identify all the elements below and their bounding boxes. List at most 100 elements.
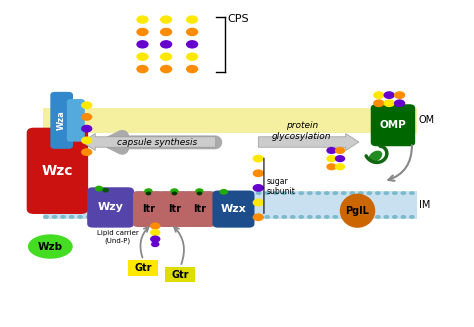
Circle shape (69, 191, 74, 195)
Circle shape (43, 191, 49, 195)
Circle shape (171, 215, 176, 219)
Circle shape (219, 189, 228, 195)
Circle shape (146, 191, 151, 195)
Circle shape (247, 215, 253, 219)
Circle shape (324, 191, 329, 195)
Circle shape (341, 215, 346, 219)
FancyArrowPatch shape (140, 227, 148, 258)
Circle shape (394, 91, 405, 99)
Circle shape (94, 191, 100, 195)
Circle shape (186, 28, 198, 36)
Circle shape (154, 191, 159, 195)
Circle shape (273, 215, 279, 219)
Circle shape (282, 215, 287, 219)
Text: CPS: CPS (228, 14, 249, 24)
Circle shape (332, 191, 338, 195)
Circle shape (172, 192, 177, 196)
Circle shape (326, 147, 337, 154)
Circle shape (69, 215, 74, 219)
Circle shape (383, 191, 389, 195)
Circle shape (111, 191, 117, 195)
Circle shape (128, 215, 134, 219)
Circle shape (137, 191, 143, 195)
Circle shape (128, 191, 134, 195)
Circle shape (290, 215, 296, 219)
Circle shape (162, 215, 168, 219)
Circle shape (316, 215, 321, 219)
Text: sugar
subunit: sugar subunit (266, 177, 295, 196)
Circle shape (150, 222, 160, 230)
Circle shape (253, 213, 264, 221)
Circle shape (230, 191, 236, 195)
Bar (43, 108, 417, 132)
Circle shape (86, 215, 91, 219)
Text: Wzc: Wzc (42, 164, 73, 178)
Circle shape (52, 215, 57, 219)
Circle shape (394, 99, 405, 107)
Circle shape (366, 215, 372, 219)
FancyArrow shape (82, 133, 216, 150)
Circle shape (273, 191, 279, 195)
Circle shape (335, 155, 345, 162)
Circle shape (222, 215, 228, 219)
Circle shape (213, 215, 219, 219)
Circle shape (160, 28, 172, 36)
FancyBboxPatch shape (159, 191, 190, 227)
Circle shape (95, 186, 103, 192)
FancyBboxPatch shape (133, 191, 164, 227)
Circle shape (383, 215, 389, 219)
Circle shape (162, 191, 168, 195)
Circle shape (179, 215, 185, 219)
Text: IM: IM (419, 200, 430, 210)
Circle shape (137, 40, 149, 48)
Circle shape (195, 188, 204, 194)
Circle shape (222, 191, 228, 195)
Text: Gtr: Gtr (172, 269, 189, 280)
Circle shape (326, 155, 337, 162)
Circle shape (150, 235, 160, 243)
Circle shape (103, 215, 109, 219)
Text: Wzx: Wzx (221, 204, 246, 214)
Text: protein
glycosylation: protein glycosylation (272, 121, 331, 141)
Circle shape (383, 99, 395, 107)
Circle shape (307, 215, 313, 219)
Circle shape (170, 188, 179, 194)
Circle shape (332, 215, 338, 219)
FancyBboxPatch shape (87, 187, 134, 228)
Circle shape (137, 52, 149, 61)
Circle shape (137, 215, 143, 219)
Circle shape (401, 191, 406, 195)
Circle shape (120, 191, 126, 195)
Circle shape (358, 215, 364, 219)
Text: Lipid carrier
(Und-P): Lipid carrier (Und-P) (97, 230, 138, 244)
Circle shape (196, 215, 202, 219)
Circle shape (154, 215, 159, 219)
Circle shape (324, 215, 329, 219)
Circle shape (94, 215, 100, 219)
Circle shape (137, 15, 149, 24)
Text: capsule synthesis: capsule synthesis (117, 138, 197, 146)
Text: PglL: PglL (346, 206, 369, 216)
Circle shape (256, 215, 262, 219)
Circle shape (171, 191, 176, 195)
Circle shape (151, 241, 159, 247)
FancyBboxPatch shape (371, 104, 415, 146)
Circle shape (120, 215, 126, 219)
Circle shape (282, 191, 287, 195)
Circle shape (81, 101, 92, 109)
Circle shape (247, 191, 253, 195)
Circle shape (160, 40, 172, 48)
Circle shape (186, 40, 198, 48)
Circle shape (392, 191, 398, 195)
Circle shape (81, 136, 92, 144)
Circle shape (111, 215, 117, 219)
Circle shape (81, 113, 92, 121)
Circle shape (383, 91, 395, 99)
Circle shape (137, 65, 149, 73)
Circle shape (256, 191, 262, 195)
Circle shape (160, 65, 172, 73)
Circle shape (197, 192, 202, 196)
Circle shape (349, 191, 355, 195)
Circle shape (326, 163, 337, 170)
FancyBboxPatch shape (50, 92, 73, 149)
